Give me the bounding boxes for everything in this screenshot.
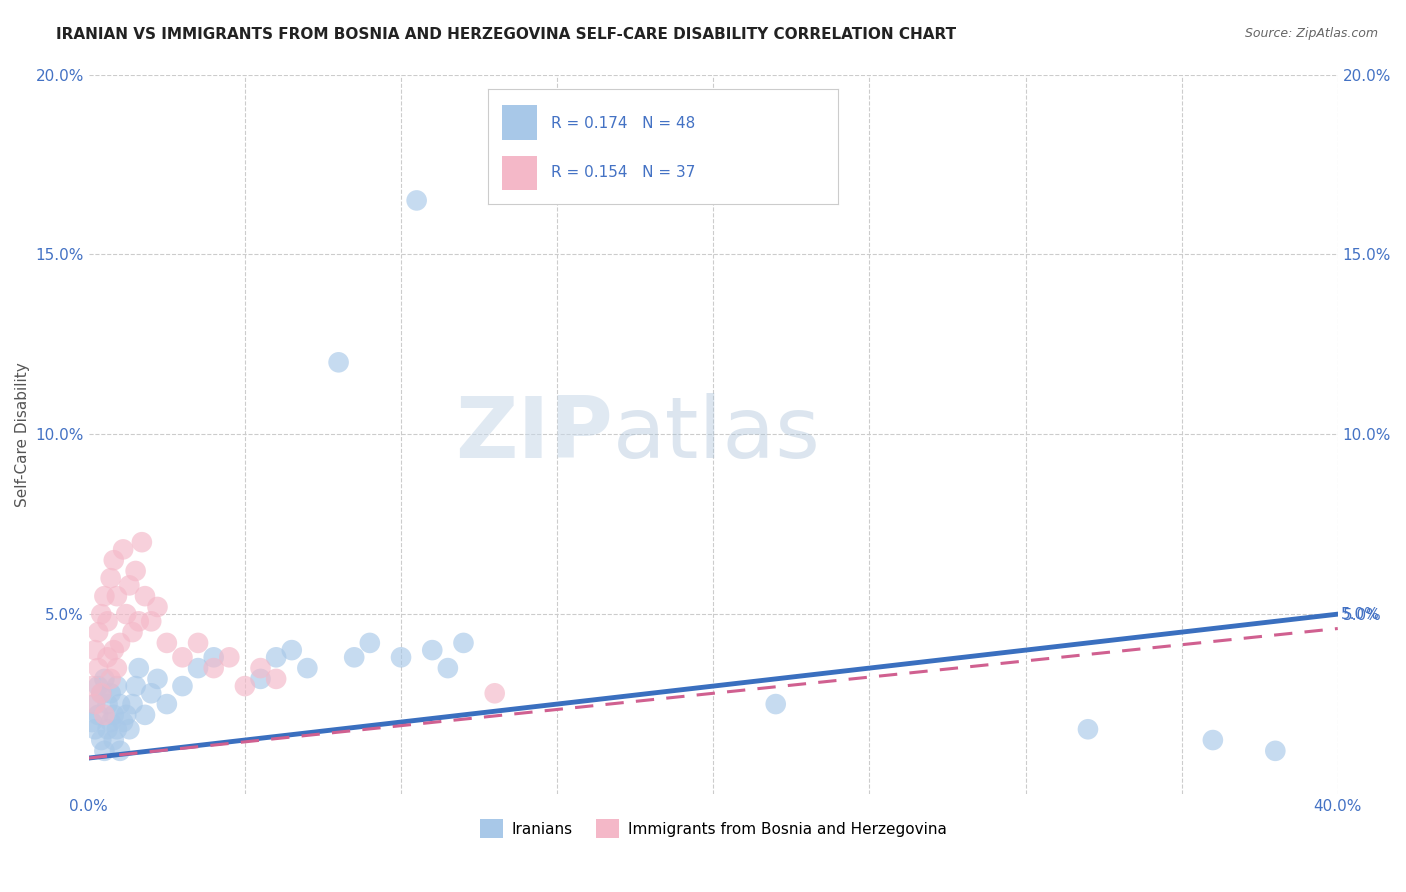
Text: atlas: atlas [613, 392, 821, 475]
Point [1264, 744, 1286, 758]
Point [121, 625, 143, 640]
Text: 5.0%: 5.0% [1341, 607, 1379, 622]
Point [96, 723, 118, 737]
Point [264, 650, 287, 665]
Point [124, 679, 146, 693]
Point [93, 744, 115, 758]
Point [202, 650, 225, 665]
Point [105, 661, 128, 675]
Point [96, 697, 118, 711]
Point [437, 661, 460, 675]
Point [108, 697, 131, 711]
Point [156, 697, 179, 711]
Point [128, 661, 150, 675]
Point [249, 661, 271, 675]
Point [105, 679, 128, 693]
Point [93, 707, 115, 722]
Point [112, 714, 135, 729]
Point [103, 707, 125, 722]
Point [103, 643, 125, 657]
Point [343, 650, 366, 665]
Point [100, 571, 122, 585]
Point [84, 723, 107, 737]
Point [100, 714, 122, 729]
Point [112, 542, 135, 557]
Point [233, 679, 256, 693]
Point [187, 661, 209, 675]
Point [156, 636, 179, 650]
Point [115, 707, 138, 722]
Point [453, 636, 475, 650]
Point [87, 625, 110, 640]
Point [87, 661, 110, 675]
Point [264, 672, 287, 686]
Point [108, 744, 131, 758]
Point [141, 686, 163, 700]
Point [105, 589, 128, 603]
Point [297, 661, 319, 675]
Point [80, 679, 103, 693]
Point [134, 589, 156, 603]
Legend: Iranians, Immigrants from Bosnia and Herzegovina: Iranians, Immigrants from Bosnia and Her… [474, 814, 953, 844]
Point [141, 615, 163, 629]
Y-axis label: Self-Care Disability: Self-Care Disability [15, 362, 30, 507]
Text: IRANIAN VS IMMIGRANTS FROM BOSNIA AND HERZEGOVINA SELF-CARE DISABILITY CORRELATI: IRANIAN VS IMMIGRANTS FROM BOSNIA AND HE… [56, 27, 956, 42]
Point [1077, 723, 1099, 737]
Point [131, 535, 153, 549]
Point [420, 643, 443, 657]
Text: Source: ZipAtlas.com: Source: ZipAtlas.com [1244, 27, 1378, 40]
Point [100, 686, 122, 700]
Point [187, 636, 209, 650]
Point [146, 599, 169, 614]
Point [128, 615, 150, 629]
Point [93, 672, 115, 686]
Point [134, 707, 156, 722]
Point [124, 564, 146, 578]
Point [90, 686, 112, 700]
Point [90, 686, 112, 700]
Point [1202, 733, 1225, 747]
Point [90, 607, 112, 621]
Point [146, 672, 169, 686]
Point [96, 650, 118, 665]
Point [765, 697, 787, 711]
Point [105, 723, 128, 737]
Point [84, 697, 107, 711]
Point [115, 607, 138, 621]
Point [218, 650, 240, 665]
Point [108, 636, 131, 650]
Point [121, 697, 143, 711]
Point [281, 643, 304, 657]
Point [118, 578, 141, 592]
Point [484, 686, 506, 700]
Point [93, 589, 115, 603]
Text: ZIP: ZIP [456, 392, 613, 475]
Point [172, 650, 194, 665]
Point [249, 672, 271, 686]
Point [405, 194, 427, 208]
Point [202, 661, 225, 675]
Point [87, 707, 110, 722]
Point [96, 615, 118, 629]
Point [328, 355, 350, 369]
Point [100, 672, 122, 686]
Point [87, 679, 110, 693]
Point [103, 553, 125, 567]
Point [389, 650, 412, 665]
Point [118, 723, 141, 737]
Point [80, 714, 103, 729]
Point [103, 733, 125, 747]
Point [84, 697, 107, 711]
Point [359, 636, 381, 650]
Point [172, 679, 194, 693]
Point [84, 643, 107, 657]
Point [90, 733, 112, 747]
